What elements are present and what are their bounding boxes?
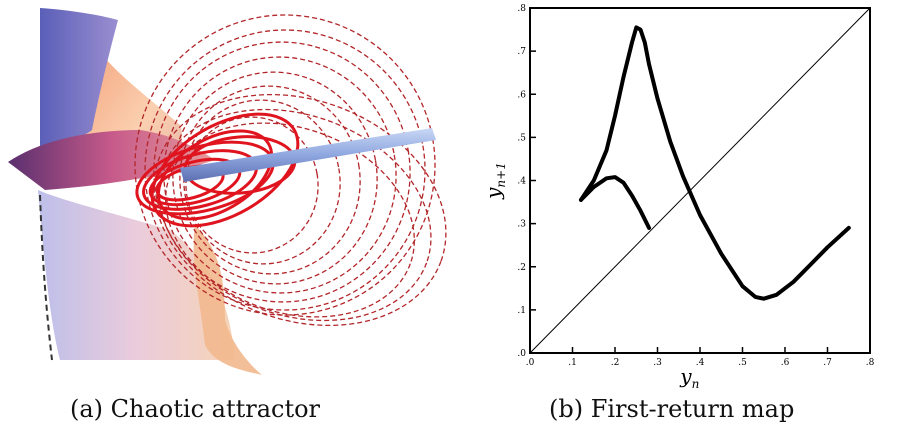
first-return-map-chart: .0 .1 .2 .3 .4 .5 .6 .7 .8 .0 .1 .2 .3 .4 .5 .6 .7 .8 yn… <box>460 0 901 391</box>
x-axis-ticks: .0 .1 .2 .3 .4 .5 .6 .7 .8 <box>526 347 875 368</box>
manifold-surface-blue <box>40 8 118 150</box>
y-tick-label: .7 <box>517 47 526 57</box>
caption-b: (b) First-return map <box>549 395 795 423</box>
y-tick-label: .5 <box>517 133 526 143</box>
x-tick-label: .5 <box>738 358 747 368</box>
caption-a: (a) Chaotic attractor <box>70 395 321 423</box>
x-tick-label: .4 <box>696 358 705 368</box>
x-tick-label: .7 <box>823 358 832 368</box>
y-axis-ticks: .0 .1 .2 .3 .4 .5 .6 .7 .8 <box>517 4 536 359</box>
chaotic-attractor-image <box>0 0 450 388</box>
y-tick-label: .1 <box>517 306 526 316</box>
return-map-curve-1 <box>579 175 651 230</box>
attractor-axis-rod <box>180 128 436 182</box>
x-tick-label: .1 <box>568 358 577 368</box>
y-axis-label: yn+1 <box>481 162 508 200</box>
y-tick-label: .4 <box>517 177 526 187</box>
x-tick-label: .0 <box>526 358 535 368</box>
y-tick-label: .3 <box>517 220 526 230</box>
y-tick-label: .0 <box>517 349 526 359</box>
x-tick-label: .6 <box>781 358 790 368</box>
y-tick-label: .6 <box>517 90 526 100</box>
identity-diagonal-line <box>529 7 871 354</box>
manifold-edge <box>39 194 53 361</box>
x-tick-label: .2 <box>611 358 620 368</box>
return-map-curve-0 <box>579 25 851 301</box>
manifold-surface-orange-lower <box>193 225 262 375</box>
manifold-surface-lower <box>38 190 235 360</box>
manifold-surface-purple <box>8 130 215 190</box>
y-tick-label: .2 <box>517 263 526 273</box>
x-tick-label: .8 <box>866 358 875 368</box>
y-tick-label: .8 <box>517 4 526 14</box>
x-tick-label: .3 <box>653 358 662 368</box>
series-layer <box>529 7 871 354</box>
